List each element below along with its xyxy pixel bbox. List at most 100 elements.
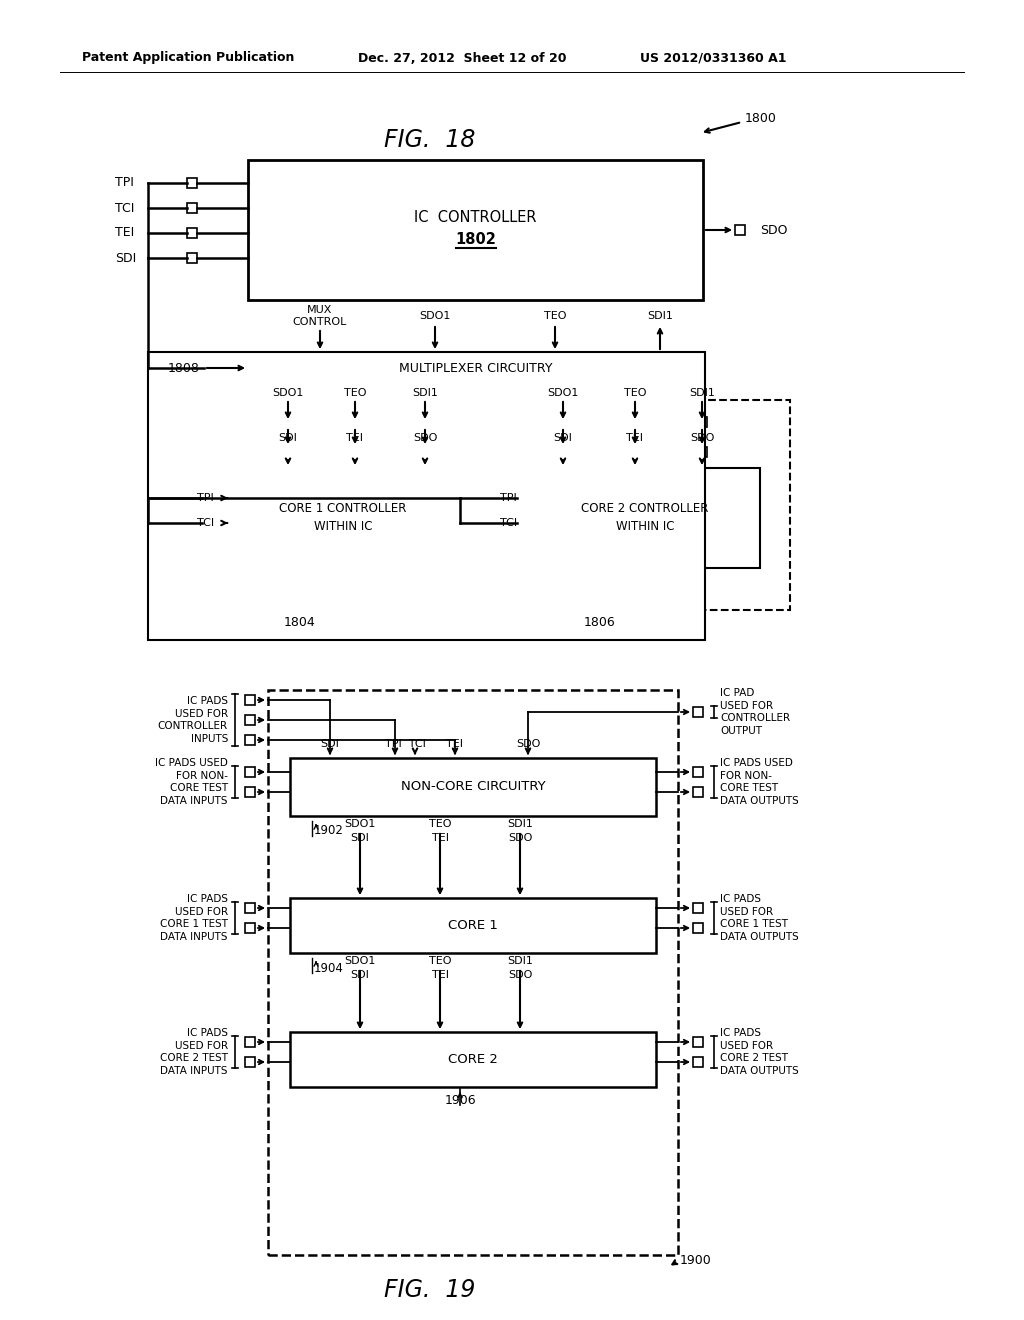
Text: SDI1: SDI1 — [507, 818, 532, 829]
Text: 1904: 1904 — [314, 961, 344, 974]
Bar — [693, 1057, 703, 1067]
Text: SDI1: SDI1 — [507, 956, 532, 966]
Text: CONTROL: CONTROL — [293, 317, 347, 327]
Bar — [735, 224, 745, 235]
Text: TPI: TPI — [198, 492, 214, 503]
Bar — [148, 352, 705, 640]
Bar — [245, 715, 255, 725]
Bar — [245, 767, 255, 777]
Bar — [558, 417, 568, 426]
Text: FIG.  18: FIG. 18 — [384, 128, 476, 152]
Bar — [520, 492, 530, 503]
Text: WITHIN IC: WITHIN IC — [313, 520, 373, 532]
Text: TPI: TPI — [501, 492, 517, 503]
Text: IC PADS
USED FOR
CORE 2 TEST
DATA OUTPUTS: IC PADS USED FOR CORE 2 TEST DATA OUTPUT… — [720, 1028, 799, 1076]
Bar — [693, 1038, 703, 1047]
Text: CORE 1 CONTROLLER: CORE 1 CONTROLLER — [280, 502, 407, 515]
Text: TEI: TEI — [627, 433, 643, 444]
Text: SDO1: SDO1 — [344, 956, 376, 966]
Bar — [290, 1032, 656, 1086]
Text: TEO: TEO — [429, 818, 452, 829]
Bar — [187, 178, 197, 187]
Text: SDO: SDO — [413, 433, 437, 444]
Text: 1902: 1902 — [314, 825, 344, 837]
Text: CORE 2 CONTROLLER: CORE 2 CONTROLLER — [582, 502, 709, 515]
Text: SDI1: SDI1 — [412, 388, 438, 399]
Bar — [217, 492, 227, 503]
Text: FIG.  19: FIG. 19 — [384, 1278, 476, 1302]
Bar — [693, 903, 703, 913]
Text: SDO1: SDO1 — [419, 312, 451, 321]
Bar — [187, 203, 197, 213]
Bar — [693, 767, 703, 777]
Text: TEO: TEO — [344, 388, 367, 399]
Text: SDO: SDO — [690, 433, 714, 444]
Bar — [245, 903, 255, 913]
Text: SDO1: SDO1 — [344, 818, 376, 829]
Text: NON-CORE CIRCUITRY: NON-CORE CIRCUITRY — [400, 780, 546, 793]
Text: 1800: 1800 — [745, 111, 777, 124]
Text: IC PADS
USED FOR
CORE 1 TEST
DATA INPUTS: IC PADS USED FOR CORE 1 TEST DATA INPUTS — [160, 895, 228, 941]
Text: TEO: TEO — [544, 312, 566, 321]
Bar — [630, 417, 640, 426]
Text: 1900: 1900 — [680, 1254, 712, 1266]
Text: 1804: 1804 — [284, 615, 315, 628]
Text: SDI: SDI — [279, 433, 297, 444]
Bar — [693, 923, 703, 933]
Text: SDO: SDO — [508, 970, 532, 979]
Text: TEI: TEI — [431, 970, 449, 979]
Text: SDO1: SDO1 — [547, 388, 579, 399]
Text: IC PADS
USED FOR
CORE 1 TEST
DATA OUTPUTS: IC PADS USED FOR CORE 1 TEST DATA OUTPUT… — [720, 895, 799, 941]
Text: MULTIPLEXER CIRCUITRY: MULTIPLEXER CIRCUITRY — [398, 362, 552, 375]
Text: 1906: 1906 — [444, 1094, 476, 1107]
Text: 1802: 1802 — [455, 232, 496, 248]
Text: 1806: 1806 — [584, 615, 615, 628]
Bar — [420, 447, 430, 457]
Text: SDI: SDI — [350, 970, 370, 979]
Text: SDO: SDO — [508, 833, 532, 843]
Bar — [693, 708, 703, 717]
Bar — [558, 447, 568, 457]
Bar — [245, 787, 255, 797]
Bar — [195, 400, 485, 610]
Text: MUX: MUX — [307, 305, 333, 315]
Text: SDO1: SDO1 — [272, 388, 304, 399]
Bar — [283, 417, 293, 426]
Text: TCI: TCI — [197, 517, 214, 528]
Text: SDI: SDI — [115, 252, 136, 264]
Text: Dec. 27, 2012  Sheet 12 of 20: Dec. 27, 2012 Sheet 12 of 20 — [358, 51, 566, 65]
Bar — [290, 758, 656, 816]
Bar — [217, 517, 227, 528]
Text: IC  CONTROLLER: IC CONTROLLER — [415, 210, 537, 226]
Text: SDI1: SDI1 — [689, 388, 715, 399]
Text: TEO: TEO — [624, 388, 646, 399]
Text: SDI1: SDI1 — [647, 312, 673, 321]
Text: TPI  TCI: TPI TCI — [385, 739, 425, 748]
Text: SDI: SDI — [554, 433, 572, 444]
Text: TCI: TCI — [115, 202, 134, 214]
Text: Patent Application Publication: Patent Application Publication — [82, 51, 294, 65]
Text: TEI: TEI — [446, 739, 464, 748]
Text: CORE 2: CORE 2 — [449, 1053, 498, 1067]
Bar — [248, 160, 703, 300]
Text: IC PADS
USED FOR
CONTROLLER
INPUTS: IC PADS USED FOR CONTROLLER INPUTS — [158, 697, 228, 743]
Text: WITHIN IC: WITHIN IC — [615, 520, 674, 532]
Bar — [245, 1057, 255, 1067]
Text: SDO: SDO — [760, 223, 787, 236]
Bar — [245, 735, 255, 744]
Bar — [268, 690, 678, 1255]
Bar — [245, 923, 255, 933]
Text: 1808: 1808 — [168, 362, 200, 375]
Bar — [290, 898, 656, 953]
Bar — [420, 417, 430, 426]
Bar — [187, 228, 197, 238]
Bar — [520, 517, 530, 528]
Text: IC PADS USED
FOR NON-
CORE TEST
DATA INPUTS: IC PADS USED FOR NON- CORE TEST DATA INP… — [155, 759, 228, 805]
Text: TEI: TEI — [115, 227, 134, 239]
Bar — [530, 469, 760, 568]
Bar — [245, 1038, 255, 1047]
Text: CORE 1: CORE 1 — [449, 919, 498, 932]
Bar — [630, 447, 640, 457]
Text: SDI: SDI — [350, 833, 370, 843]
Bar — [500, 400, 790, 610]
